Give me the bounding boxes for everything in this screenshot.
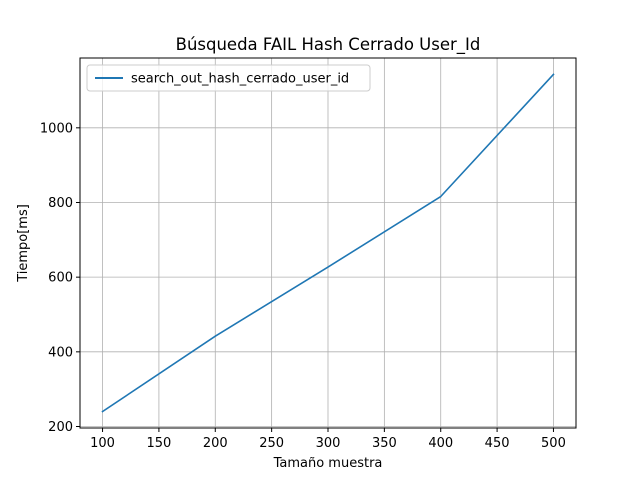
x-tick-label: 300 bbox=[316, 436, 341, 451]
legend-box bbox=[86, 64, 371, 92]
series-line bbox=[101, 73, 555, 413]
x-axis-label: Tamaño muestra bbox=[273, 456, 383, 471]
legend: search_out_hash_cerrado_user_id bbox=[86, 64, 371, 92]
y-tick-label: 400 bbox=[48, 345, 73, 360]
y-tick-label: 1000 bbox=[40, 121, 73, 136]
grid-lines bbox=[80, 58, 576, 428]
x-tick-label: 250 bbox=[259, 436, 284, 451]
y-axis-label: Tiempo[ms] bbox=[16, 204, 31, 283]
x-tick-label: 100 bbox=[90, 436, 115, 451]
chart-title: Búsqueda FAIL Hash Cerrado User_Id bbox=[176, 35, 481, 55]
x-tick-label: 400 bbox=[428, 436, 453, 451]
x-tick-label: 150 bbox=[146, 436, 171, 451]
axis-ticks: 100 150 200 250 300 350 400 450 500 200 400 600 800 1… bbox=[40, 121, 566, 451]
x-tick-label: 450 bbox=[485, 436, 510, 451]
x-tick-label: 500 bbox=[541, 436, 566, 451]
y-tick-label: 600 bbox=[48, 271, 73, 286]
y-tick-label: 800 bbox=[48, 196, 73, 211]
series-layer bbox=[101, 73, 555, 413]
x-tick-label: 350 bbox=[372, 436, 397, 451]
y-tick-label: 200 bbox=[48, 420, 73, 435]
x-tick-label: 200 bbox=[203, 436, 228, 451]
legend-label: search_out_hash_cerrado_user_id bbox=[131, 72, 349, 87]
